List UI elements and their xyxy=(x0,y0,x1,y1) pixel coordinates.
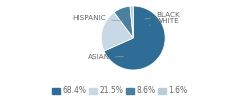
Text: BLACK: BLACK xyxy=(145,12,180,19)
Wedge shape xyxy=(104,6,165,70)
Text: ASIAN: ASIAN xyxy=(88,54,123,60)
Text: WHITE: WHITE xyxy=(149,18,180,25)
Text: HISPANIC: HISPANIC xyxy=(72,15,123,21)
Legend: 68.4%, 21.5%, 8.6%, 1.6%: 68.4%, 21.5%, 8.6%, 1.6% xyxy=(52,86,188,96)
Wedge shape xyxy=(114,6,133,38)
Wedge shape xyxy=(101,12,133,51)
Wedge shape xyxy=(130,6,133,38)
